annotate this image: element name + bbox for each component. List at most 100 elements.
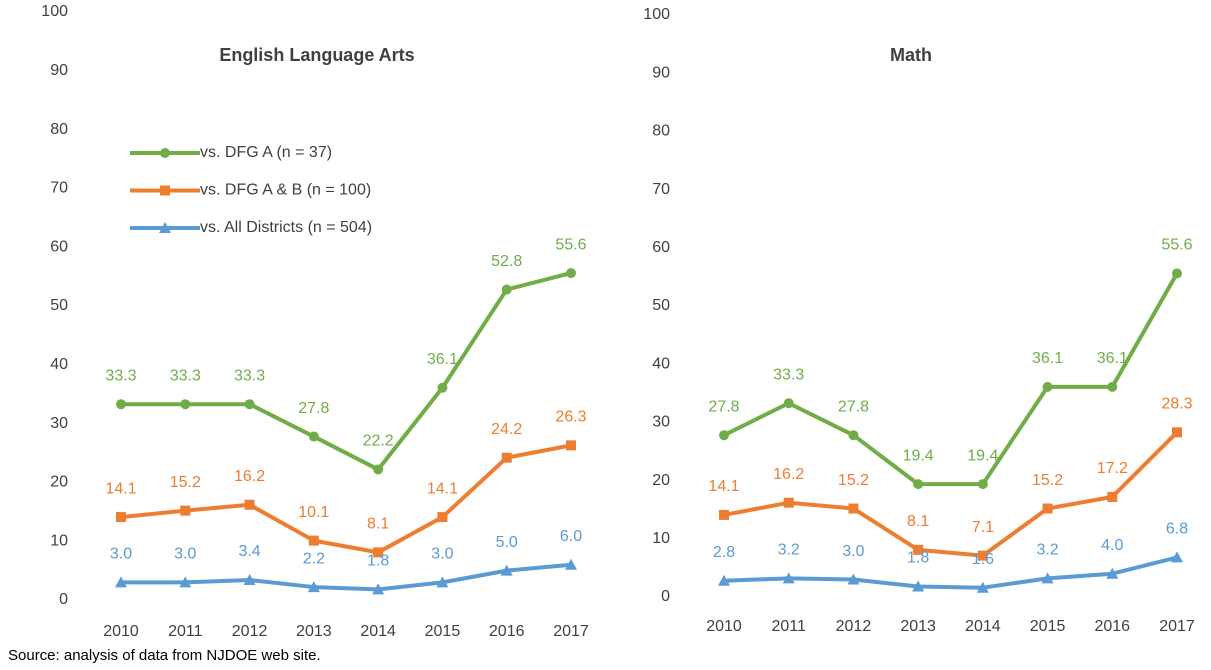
source-note: Source: analysis of data from NJDOE web … xyxy=(8,647,321,664)
legend-marker xyxy=(159,222,171,233)
data-label: 2.8 xyxy=(713,544,735,561)
data-label: 3.0 xyxy=(842,543,864,560)
point xyxy=(372,583,385,595)
data-label: 27.8 xyxy=(708,398,739,415)
point xyxy=(308,535,319,546)
data-label: 26.3 xyxy=(555,409,586,426)
x-tick-label: 2013 xyxy=(296,623,332,640)
x-tick-label: 2017 xyxy=(553,623,589,640)
series: 14.1 15.2 16.2 10.1 8.1 14.1 24.2 26.3 xyxy=(105,409,587,558)
data-label: 36.1 xyxy=(1097,350,1128,367)
data-label: 52.8 xyxy=(491,253,522,270)
point xyxy=(565,558,577,570)
data-label: 4.0 xyxy=(1101,537,1123,554)
y-tick-label: 10 xyxy=(50,532,68,549)
y-tick-label: 40 xyxy=(50,356,68,373)
point xyxy=(719,430,729,441)
point xyxy=(848,503,859,514)
legend-label: vs. DFG A & B (n = 100) xyxy=(200,182,371,199)
data-label: 10.1 xyxy=(298,504,329,521)
point xyxy=(912,580,925,592)
data-label: 3.0 xyxy=(110,546,132,563)
point xyxy=(437,512,448,523)
data-label: 14.1 xyxy=(427,480,458,497)
y-tick-label: 20 xyxy=(652,472,670,489)
x-tick-label: 2010 xyxy=(103,623,139,640)
legend-entry: vs. DFG A & B (n = 100) xyxy=(130,182,371,199)
point xyxy=(977,550,988,561)
point xyxy=(501,284,512,295)
data-label: 33.3 xyxy=(105,367,136,384)
data-label: 5.0 xyxy=(496,534,518,551)
data-label: 33.3 xyxy=(773,366,804,383)
data-label: 3.0 xyxy=(431,546,453,563)
x-tick-label: 2016 xyxy=(1094,618,1130,635)
point xyxy=(719,509,729,520)
point xyxy=(116,512,126,523)
data-label: 6.0 xyxy=(560,528,582,545)
data-label: 27.8 xyxy=(298,400,329,417)
point xyxy=(1107,381,1118,392)
x-tick-label: 2012 xyxy=(836,618,872,635)
data-label: 15.2 xyxy=(838,472,869,489)
data-label: 3.0 xyxy=(174,546,196,563)
data-label: 55.6 xyxy=(1161,237,1192,254)
data-label: 24.2 xyxy=(491,421,522,438)
y-tick-label: 100 xyxy=(643,6,670,23)
y-tick-label: 0 xyxy=(59,591,68,608)
point xyxy=(244,399,255,410)
x-tick-label: 2014 xyxy=(965,618,1001,635)
point xyxy=(179,576,192,588)
data-label: 28.3 xyxy=(1161,396,1192,413)
point xyxy=(782,572,795,584)
point xyxy=(243,574,256,586)
y-tick-label: 10 xyxy=(652,530,670,547)
data-label: 17.2 xyxy=(1097,460,1128,477)
y-tick-label: 90 xyxy=(652,64,670,81)
data-label: 22.2 xyxy=(363,433,394,450)
y-tick-label: 30 xyxy=(652,414,670,431)
line xyxy=(121,562,572,592)
y-tick-label: 50 xyxy=(50,297,68,314)
point xyxy=(244,499,255,510)
x-tick-label: 2017 xyxy=(1159,618,1195,635)
point xyxy=(1172,268,1182,279)
data-label: 36.1 xyxy=(427,351,458,368)
point xyxy=(913,544,924,555)
x-tick-label: 2016 xyxy=(489,623,525,640)
y-tick-label: 40 xyxy=(652,355,670,372)
data-label: 33.3 xyxy=(234,367,265,384)
data-label: 1.8 xyxy=(907,550,929,567)
point xyxy=(436,576,449,588)
point xyxy=(913,479,924,490)
legend-label: vs. DFG A (n = 37) xyxy=(200,144,332,161)
line xyxy=(723,430,1179,558)
point xyxy=(1041,572,1054,584)
point xyxy=(783,398,794,409)
data-label: 14.1 xyxy=(105,480,136,497)
point xyxy=(116,399,126,410)
line xyxy=(120,443,572,555)
point xyxy=(977,479,988,490)
point xyxy=(1107,491,1118,502)
point xyxy=(373,464,384,475)
point xyxy=(847,573,860,585)
x-tick-label: 2013 xyxy=(900,618,936,635)
data-label: 1.6 xyxy=(972,551,994,568)
series: 2.8 3.2 3.0 1.8 1.6 3.2 4.0 6.8 xyxy=(713,521,1188,593)
data-label: 14.1 xyxy=(708,478,739,495)
data-label: 15.2 xyxy=(170,474,201,491)
point xyxy=(437,382,448,393)
data-label: 3.2 xyxy=(1036,542,1058,559)
point xyxy=(566,440,576,451)
y-tick-label: 70 xyxy=(652,181,670,198)
point xyxy=(1172,427,1182,438)
data-label: 8.1 xyxy=(367,516,389,533)
y-tick-label: 50 xyxy=(652,297,670,314)
point xyxy=(500,564,513,576)
y-tick-label: 30 xyxy=(50,415,68,432)
point xyxy=(783,497,794,508)
line xyxy=(121,271,572,472)
data-label: 7.1 xyxy=(972,519,994,536)
